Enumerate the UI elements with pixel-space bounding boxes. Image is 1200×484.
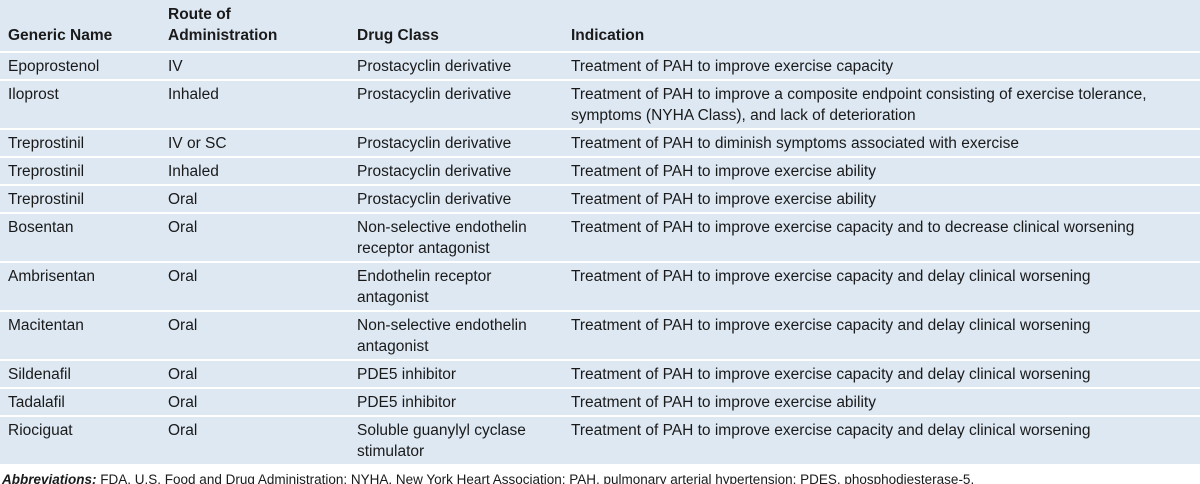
table-row: Ambrisentan Oral Endothelin receptor antag… — [0, 261, 1200, 311]
table-cell: Treatment of PAH to improve exercise cap… — [563, 359, 1200, 388]
table-cell: Inhaled — [160, 79, 349, 129]
table-cell: Treatment of PAH to improve exercise cap… — [563, 310, 1200, 360]
table-cell: Oral — [160, 184, 349, 213]
table-cell: Oral — [160, 212, 349, 262]
table-cell: PDE5 inhibitor — [349, 387, 563, 416]
table-body: Epoprostenol IV Prostacyclin derivative Tre… — [0, 51, 1200, 464]
table-row: Treprostinil Inhaled Prostacyclin derivati… — [0, 156, 1200, 185]
table-cell: Prostacyclin derivative — [349, 184, 563, 213]
table-row: Epoprostenol IV Prostacyclin derivative Tre… — [0, 51, 1200, 80]
table-row: Bosentan Oral Non-selective endothelin rec… — [0, 212, 1200, 262]
table-cell: Oral — [160, 261, 349, 311]
table-cell: Oral — [160, 387, 349, 416]
table-cell: Prostacyclin derivative — [349, 51, 563, 80]
table-cell: Non-selective endothelin receptor antago… — [349, 212, 563, 262]
table-cell: Prostacyclin derivative — [349, 128, 563, 157]
header-cell: Route of Administration — [160, 0, 349, 53]
table-row: Macitentan Oral Non-selective endothelin a… — [0, 310, 1200, 360]
table-row: Tadalafil Oral PDE5 inhibitor Treatment of … — [0, 387, 1200, 416]
table-cell: Treatment of PAH to diminish symptoms as… — [563, 128, 1200, 157]
table-cell: Treatment of PAH to improve exercise cap… — [563, 51, 1200, 80]
table-cell: Treprostinil — [0, 156, 160, 185]
table-cell: Treatment of PAH to improve exercise abi… — [563, 184, 1200, 213]
table-cell: Treatment of PAH to improve a composite … — [563, 79, 1200, 129]
table-cell: Endothelin receptor antagonist — [349, 261, 563, 311]
table-cell: Iloprost — [0, 79, 160, 129]
table-row: Riociguat Oral Soluble guanylyl cyclase st… — [0, 415, 1200, 464]
table-row: Treprostinil IV or SC Prostacyclin derivat… — [0, 128, 1200, 157]
footnote: Abbreviations: FDA, U.S. Food and Drug A… — [0, 464, 1200, 484]
table-cell: Macitentan — [0, 310, 160, 360]
footnote-label: Abbreviations: — [2, 472, 97, 484]
table-cell: IV or SC — [160, 128, 349, 157]
table-cell: Treatment of PAH to improve exercise cap… — [563, 261, 1200, 311]
table-cell: Treatment of PAH to improve exercise abi… — [563, 387, 1200, 416]
footnote-text: FDA, U.S. Food and Drug Administration; … — [100, 472, 975, 484]
header-cell: Indication — [563, 0, 1200, 53]
table-cell: PDE5 inhibitor — [349, 359, 563, 388]
table-row: Treprostinil Oral Prostacyclin derivative T… — [0, 184, 1200, 213]
table-row: Sildenafil Oral PDE5 inhibitor Treatment of… — [0, 359, 1200, 388]
table-cell: Sildenafil — [0, 359, 160, 388]
table-cell: Ambrisentan — [0, 261, 160, 311]
table-cell: IV — [160, 51, 349, 80]
header-row: Generic Name Route of Administration Drug … — [0, 0, 1200, 53]
table-cell: Inhaled — [160, 156, 349, 185]
table-cell: Riociguat — [0, 415, 160, 464]
table-cell: Epoprostenol — [0, 51, 160, 80]
table-cell: Bosentan — [0, 212, 160, 262]
table-cell: Prostacyclin derivative — [349, 79, 563, 129]
table-cell: Treprostinil — [0, 184, 160, 213]
drug-table: Generic Name Route of Administration Drug … — [0, 0, 1200, 464]
header-cell: Generic Name — [0, 0, 160, 53]
table-cell: Oral — [160, 310, 349, 360]
table-cell: Treatment of PAH to improve exercise cap… — [563, 212, 1200, 262]
table-cell: Soluble guanylyl cyclase stimulator — [349, 415, 563, 464]
table-cell: Treatment of PAH to improve exercise abi… — [563, 156, 1200, 185]
table-cell: Treprostinil — [0, 128, 160, 157]
table-cell: Prostacyclin derivative — [349, 156, 563, 185]
table-cell: Non-selective endothelin antagonist — [349, 310, 563, 360]
table-cell: Treatment of PAH to improve exercise cap… — [563, 415, 1200, 464]
table-cell: Tadalafil — [0, 387, 160, 416]
table-cell: Oral — [160, 359, 349, 388]
header-cell: Drug Class — [349, 0, 563, 53]
table-cell: Oral — [160, 415, 349, 464]
table-row: Iloprost Inhaled Prostacyclin derivative Tr… — [0, 79, 1200, 129]
